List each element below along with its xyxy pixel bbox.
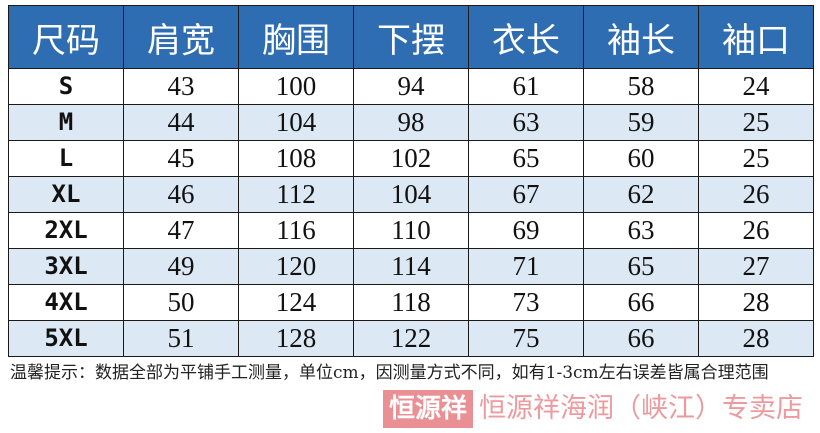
value-cell: 104 <box>353 176 469 213</box>
value-cell: 94 <box>353 68 469 105</box>
table-row: 4XL 50 124 118 73 66 28 <box>8 284 814 321</box>
value-cell: 67 <box>468 176 584 213</box>
size-cell: 4XL <box>8 284 124 321</box>
header-cuff: 袖口 <box>698 5 814 69</box>
value-cell: 66 <box>583 284 699 321</box>
value-cell: 69 <box>468 212 584 249</box>
table-row: S 43 100 94 61 58 24 <box>8 68 814 105</box>
value-cell: 28 <box>698 320 814 357</box>
value-cell: 43 <box>123 68 239 105</box>
value-cell: 118 <box>353 284 469 321</box>
value-cell: 58 <box>583 68 699 105</box>
size-cell: XL <box>8 176 124 213</box>
value-cell: 120 <box>238 248 354 285</box>
value-cell: 59 <box>583 104 699 141</box>
value-cell: 50 <box>123 284 239 321</box>
value-cell: 65 <box>583 248 699 285</box>
value-cell: 24 <box>698 68 814 105</box>
value-cell: 63 <box>468 104 584 141</box>
value-cell: 51 <box>123 320 239 357</box>
value-cell: 116 <box>238 212 354 249</box>
header-chest: 胸围 <box>238 5 354 69</box>
value-cell: 25 <box>698 104 814 141</box>
header-sleeve: 袖长 <box>583 5 699 69</box>
header-length: 衣长 <box>468 5 584 69</box>
value-cell: 122 <box>353 320 469 357</box>
value-cell: 65 <box>468 140 584 177</box>
value-cell: 73 <box>468 284 584 321</box>
size-cell: L <box>8 140 124 177</box>
watermark-text: 恒源祥海润（峡江）专卖店 <box>479 393 804 424</box>
value-cell: 46 <box>123 176 239 213</box>
table-row: L 45 108 102 65 60 25 <box>8 140 814 177</box>
value-cell: 60 <box>583 140 699 177</box>
value-cell: 98 <box>353 104 469 141</box>
table-row: 5XL 51 128 122 75 66 28 <box>8 320 814 357</box>
table-row: M 44 104 98 63 59 25 <box>8 104 814 141</box>
value-cell: 28 <box>698 284 814 321</box>
table-row: 2XL 47 116 110 69 63 26 <box>8 212 814 249</box>
table-row: XL 46 112 104 67 62 26 <box>8 176 814 213</box>
header-row: 尺码 肩宽 胸围 下摆 衣长 袖长 袖口 <box>8 5 814 69</box>
value-cell: 124 <box>238 284 354 321</box>
value-cell: 25 <box>698 140 814 177</box>
value-cell: 61 <box>468 68 584 105</box>
value-cell: 45 <box>123 140 239 177</box>
value-cell: 49 <box>123 248 239 285</box>
header-size: 尺码 <box>8 5 124 69</box>
value-cell: 26 <box>698 212 814 249</box>
value-cell: 114 <box>353 248 469 285</box>
size-cell: 2XL <box>8 212 124 249</box>
measurement-note: 温馨提示：数据全部为平铺手工测量，单位cm，因测量方式不同，如有1-3cm左右误… <box>10 363 769 383</box>
value-cell: 100 <box>238 68 354 105</box>
value-cell: 75 <box>468 320 584 357</box>
value-cell: 63 <box>583 212 699 249</box>
size-cell: 5XL <box>8 320 124 357</box>
value-cell: 27 <box>698 248 814 285</box>
value-cell: 128 <box>238 320 354 357</box>
value-cell: 26 <box>698 176 814 213</box>
value-cell: 112 <box>238 176 354 213</box>
value-cell: 44 <box>123 104 239 141</box>
size-chart-table: 尺码 肩宽 胸围 下摆 衣长 袖长 袖口 S 43 100 94 61 58 24 M 44 10… <box>8 5 814 357</box>
value-cell: 62 <box>583 176 699 213</box>
value-cell: 104 <box>238 104 354 141</box>
watermark: 恒源祥 恒源祥海润（峡江）专卖店 <box>383 390 803 428</box>
value-cell: 102 <box>353 140 469 177</box>
value-cell: 110 <box>353 212 469 249</box>
header-shoulder: 肩宽 <box>123 5 239 69</box>
watermark-logo: 恒源祥 <box>383 390 474 428</box>
value-cell: 71 <box>468 248 584 285</box>
size-cell: S <box>8 68 124 105</box>
value-cell: 47 <box>123 212 239 249</box>
size-cell: 3XL <box>8 248 124 285</box>
table-row: 3XL 49 120 114 71 65 27 <box>8 248 814 285</box>
value-cell: 108 <box>238 140 354 177</box>
header-hem: 下摆 <box>353 5 469 69</box>
size-cell: M <box>8 104 124 141</box>
value-cell: 66 <box>583 320 699 357</box>
